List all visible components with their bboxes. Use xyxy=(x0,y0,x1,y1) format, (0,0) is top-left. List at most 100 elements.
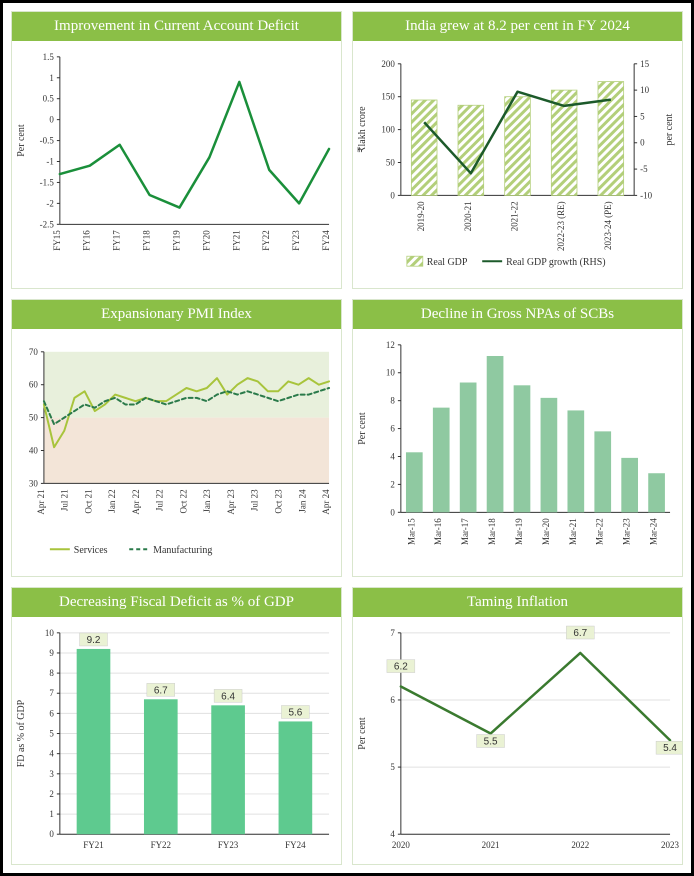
svg-text:1: 1 xyxy=(49,73,53,83)
chart-fd: 012345678910FY21FY22FY23FY24FD as % of G… xyxy=(12,617,341,864)
svg-text:Mar-20: Mar-20 xyxy=(541,518,551,545)
svg-text:2021: 2021 xyxy=(482,840,500,850)
title-pmi: Expansionary PMI Index xyxy=(12,300,341,329)
svg-text:7: 7 xyxy=(390,628,395,638)
svg-text:FY24: FY24 xyxy=(285,840,306,850)
svg-text:-0.5: -0.5 xyxy=(40,136,55,146)
svg-text:10: 10 xyxy=(640,85,649,95)
svg-text:10: 10 xyxy=(386,368,395,378)
svg-text:Services: Services xyxy=(74,545,108,556)
svg-text:6.4: 6.4 xyxy=(221,691,235,702)
svg-text:Jul 23: Jul 23 xyxy=(250,489,260,511)
svg-text:Jan 22: Jan 22 xyxy=(107,489,117,512)
svg-text:Apr 21: Apr 21 xyxy=(36,489,46,514)
svg-text:8: 8 xyxy=(49,668,54,678)
svg-text:200: 200 xyxy=(381,59,395,69)
svg-text:FY21: FY21 xyxy=(231,230,241,250)
svg-text:Apr 24: Apr 24 xyxy=(321,489,331,515)
svg-text:Jan 23: Jan 23 xyxy=(202,489,212,513)
title-gdp: India grew at 8.2 per cent in FY 2024 xyxy=(353,12,682,41)
svg-text:Mar-23: Mar-23 xyxy=(622,518,632,545)
svg-text:10: 10 xyxy=(45,628,54,638)
panel-fd: Decreasing Fiscal Deficit as % of GDP 0 1… xyxy=(11,587,342,865)
svg-text:5.6: 5.6 xyxy=(288,707,302,718)
chart-inf: 45672020202120222023Per cent6.25.56.75.4 xyxy=(353,617,682,864)
svg-text:50: 50 xyxy=(29,413,38,423)
svg-text:0.5: 0.5 xyxy=(43,94,55,104)
panel-pmi: Expansionary PMI Index 30 40 50 60 70 Apr 21 J… xyxy=(11,299,342,577)
svg-text:0: 0 xyxy=(640,138,645,148)
svg-text:0: 0 xyxy=(390,507,395,517)
panel-npa: Decline in Gross NPAs of SCBs 024681012M… xyxy=(352,299,683,577)
svg-text:2023: 2023 xyxy=(661,840,679,850)
svg-text:4: 4 xyxy=(49,749,54,759)
svg-text:9.2: 9.2 xyxy=(87,635,101,646)
svg-text:2021-22: 2021-22 xyxy=(510,201,520,231)
svg-text:7: 7 xyxy=(49,688,54,698)
svg-text:2022: 2022 xyxy=(571,840,589,850)
svg-text:70: 70 xyxy=(29,347,38,357)
svg-text:Oct 21: Oct 21 xyxy=(83,489,93,513)
svg-text:6.7: 6.7 xyxy=(573,628,587,639)
svg-text:5: 5 xyxy=(390,762,395,772)
title-inf: Taming Inflation xyxy=(353,588,682,617)
title-fd: Decreasing Fiscal Deficit as % of GDP xyxy=(12,588,341,617)
svg-text:12: 12 xyxy=(386,340,395,350)
svg-text:Mar-15: Mar-15 xyxy=(406,518,416,545)
svg-text:4: 4 xyxy=(390,451,395,461)
svg-text:Per cent: Per cent xyxy=(16,124,27,157)
svg-text:5.4: 5.4 xyxy=(663,743,677,754)
svg-text:Real GDP growth (RHS): Real GDP growth (RHS) xyxy=(506,257,605,268)
chart-cad: -2.5-2-1.5-1-0.500.511.5FY15FY16FY17FY18… xyxy=(12,41,341,288)
svg-text:Mar-16: Mar-16 xyxy=(433,518,443,545)
svg-text:Jan 24: Jan 24 xyxy=(297,489,307,513)
svg-text:Apr 22: Apr 22 xyxy=(131,489,141,514)
svg-text:FY24: FY24 xyxy=(321,230,331,251)
svg-text:50: 50 xyxy=(386,157,395,167)
svg-text:2020: 2020 xyxy=(392,840,410,850)
svg-text:-1: -1 xyxy=(46,157,53,167)
svg-text:FY19: FY19 xyxy=(171,230,181,251)
svg-text:100: 100 xyxy=(381,125,395,135)
svg-text:60: 60 xyxy=(29,380,38,390)
svg-text:-1.5: -1.5 xyxy=(40,177,55,187)
svg-text:Apr 23: Apr 23 xyxy=(226,489,236,515)
svg-text:Oct 22: Oct 22 xyxy=(178,489,188,513)
svg-text:Jul 22: Jul 22 xyxy=(155,489,165,511)
chart-gdp: 050100150200-10-50510152019-202020-21202… xyxy=(353,41,682,288)
svg-text:FY18: FY18 xyxy=(142,230,152,251)
svg-text:8: 8 xyxy=(390,396,395,406)
svg-text:6: 6 xyxy=(49,708,54,718)
svg-text:FD as % of GDP: FD as % of GDP xyxy=(16,699,27,767)
svg-text:0: 0 xyxy=(49,829,54,839)
svg-text:6: 6 xyxy=(390,695,395,705)
svg-text:5.5: 5.5 xyxy=(484,736,498,747)
svg-text:15: 15 xyxy=(640,59,649,69)
svg-text:per cent: per cent xyxy=(664,113,675,145)
svg-text:2023-24 (PE): 2023-24 (PE) xyxy=(603,201,613,250)
svg-text:1.5: 1.5 xyxy=(43,52,55,62)
svg-text:2: 2 xyxy=(390,479,394,489)
panel-cad: Improvement in Current Account Deficit -… xyxy=(11,11,342,289)
svg-text:40: 40 xyxy=(29,445,38,455)
svg-text:-10: -10 xyxy=(640,190,652,200)
chart-npa: 024681012Mar-15Mar-16Mar-17Mar-18Mar-19M… xyxy=(353,329,682,576)
svg-text:6.2: 6.2 xyxy=(394,662,408,673)
dashboard-grid: Improvement in Current Account Deficit -… xyxy=(11,11,683,865)
svg-text:Per cent: Per cent xyxy=(357,412,368,445)
svg-text:0: 0 xyxy=(49,115,54,125)
svg-text:6.7: 6.7 xyxy=(154,685,168,696)
svg-text:₹lakh crore: ₹lakh crore xyxy=(357,106,368,153)
svg-text:Mar-17: Mar-17 xyxy=(460,518,470,545)
svg-text:30: 30 xyxy=(29,478,38,488)
svg-text:Mar-22: Mar-22 xyxy=(595,518,605,545)
svg-text:2019-20: 2019-20 xyxy=(416,201,426,231)
title-cad: Improvement in Current Account Deficit xyxy=(12,12,341,41)
svg-text:2020-21: 2020-21 xyxy=(463,201,473,231)
svg-text:-2.5: -2.5 xyxy=(40,219,55,229)
svg-text:Jul 21: Jul 21 xyxy=(60,489,70,511)
svg-text:Mar-21: Mar-21 xyxy=(568,518,578,545)
chart-pmi: 30 40 50 60 70 Apr 21 Jul 21 Oct 21 Jan 22 Apr 22… xyxy=(12,329,341,576)
svg-text:Mar-19: Mar-19 xyxy=(514,518,524,545)
svg-text:5: 5 xyxy=(49,729,54,739)
